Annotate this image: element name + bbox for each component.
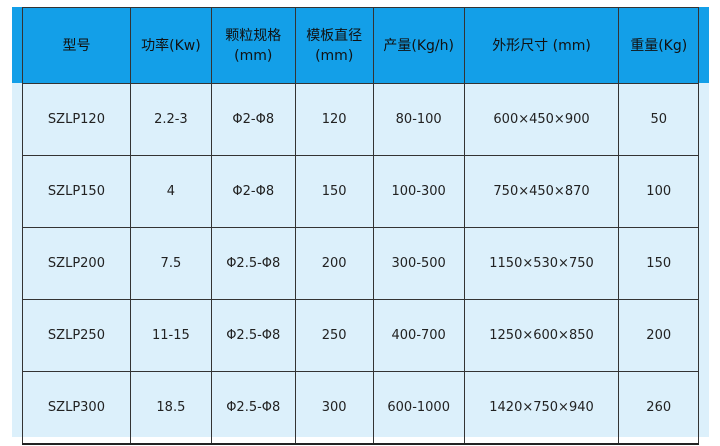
header-die-diameter: 模板直径 (mm) [294, 7, 374, 84]
table-row: SZLP300 18.5 Φ2.5-Φ8 300 600-1000 1420×750×94… [22, 371, 699, 445]
cell-power: 2.2-3 [129, 83, 212, 156]
table-row: SZLP120 2.2-3 Φ2-Φ8 120 80-100 600×450×900 50 [22, 83, 699, 156]
cell-weight: 150 [618, 227, 699, 300]
header-dimensions: 外形尺寸 (mm) [463, 7, 620, 84]
cell-pellet-size: Φ2.5-Φ8 [210, 299, 296, 372]
cell-pellet-size: Φ2-Φ8 [210, 155, 296, 228]
cell-weight: 50 [618, 83, 699, 156]
cell-output: 400-700 [372, 299, 465, 372]
cell-dimensions: 1250×600×850 [463, 299, 620, 372]
cell-power: 7.5 [129, 227, 212, 300]
cell-output: 300-500 [372, 227, 465, 300]
cell-output: 600-1000 [372, 371, 465, 445]
cell-die-diameter: 120 [294, 83, 374, 156]
cell-model: SZLP120 [22, 83, 131, 156]
cell-pellet-size: Φ2.5-Φ8 [210, 227, 296, 300]
cell-model: SZLP150 [22, 155, 131, 228]
spec-table: 型号 功率(Kw) 颗粒规格 (mm) 模板直径 (mm) 产量(Kg/h) 外形尺寸 (… [22, 7, 699, 445]
cell-power: 18.5 [129, 371, 212, 445]
header-power: 功率(Kw) [129, 7, 212, 84]
cell-power: 11-15 [129, 299, 212, 372]
cell-dimensions: 600×450×900 [463, 83, 620, 156]
table-row: SZLP250 11-15 Φ2.5-Φ8 250 400-700 1250×600×85… [22, 299, 699, 372]
cell-output: 100-300 [372, 155, 465, 228]
table-row: SZLP200 7.5 Φ2.5-Φ8 200 300-500 1150×530×750 1… [22, 227, 699, 300]
cell-weight: 200 [618, 299, 699, 372]
cell-power: 4 [129, 155, 212, 228]
cell-model: SZLP300 [22, 371, 131, 445]
cell-model: SZLP200 [22, 227, 131, 300]
cell-pellet-size: Φ2-Φ8 [210, 83, 296, 156]
cell-weight: 260 [618, 371, 699, 445]
cell-die-diameter: 250 [294, 299, 374, 372]
header-pellet-size: 颗粒规格 (mm) [210, 7, 296, 84]
cell-die-diameter: 200 [294, 227, 374, 300]
header-weight: 重量(Kg) [618, 7, 699, 84]
cell-output: 80-100 [372, 83, 465, 156]
header-output: 产量(Kg/h) [372, 7, 465, 84]
header-model: 型号 [22, 7, 131, 84]
cell-dimensions: 1420×750×940 [463, 371, 620, 445]
table-row: SZLP150 4 Φ2-Φ8 150 100-300 750×450×870 100 [22, 155, 699, 228]
cell-weight: 100 [618, 155, 699, 228]
cell-dimensions: 1150×530×750 [463, 227, 620, 300]
cell-dimensions: 750×450×870 [463, 155, 620, 228]
header-row: 型号 功率(Kw) 颗粒规格 (mm) 模板直径 (mm) 产量(Kg/h) 外形尺寸 (… [22, 7, 699, 84]
cell-pellet-size: Φ2.5-Φ8 [210, 371, 296, 445]
cell-die-diameter: 300 [294, 371, 374, 445]
cell-die-diameter: 150 [294, 155, 374, 228]
cell-model: SZLP250 [22, 299, 131, 372]
